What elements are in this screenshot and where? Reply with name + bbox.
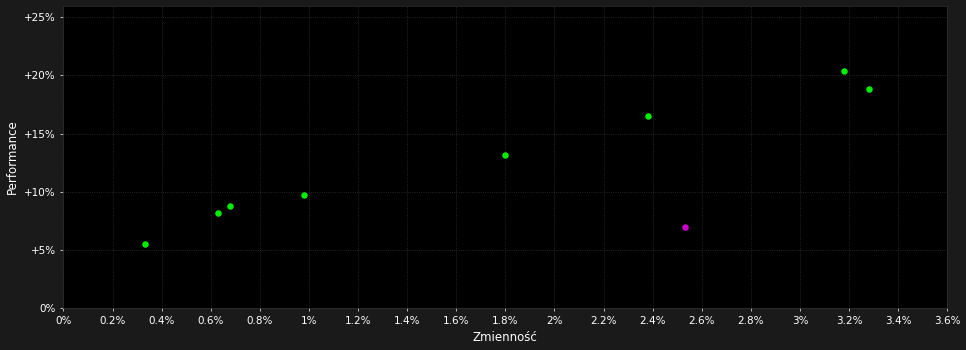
Point [211,210,226,216]
X-axis label: Zmienność: Zmienność [473,331,538,344]
Point [223,203,239,209]
Point [837,68,852,74]
Point [640,113,656,119]
Point [497,152,513,158]
Point [297,193,312,198]
Y-axis label: Performance: Performance [6,120,18,194]
Point [677,224,693,230]
Point [137,241,153,247]
Point [861,86,876,92]
